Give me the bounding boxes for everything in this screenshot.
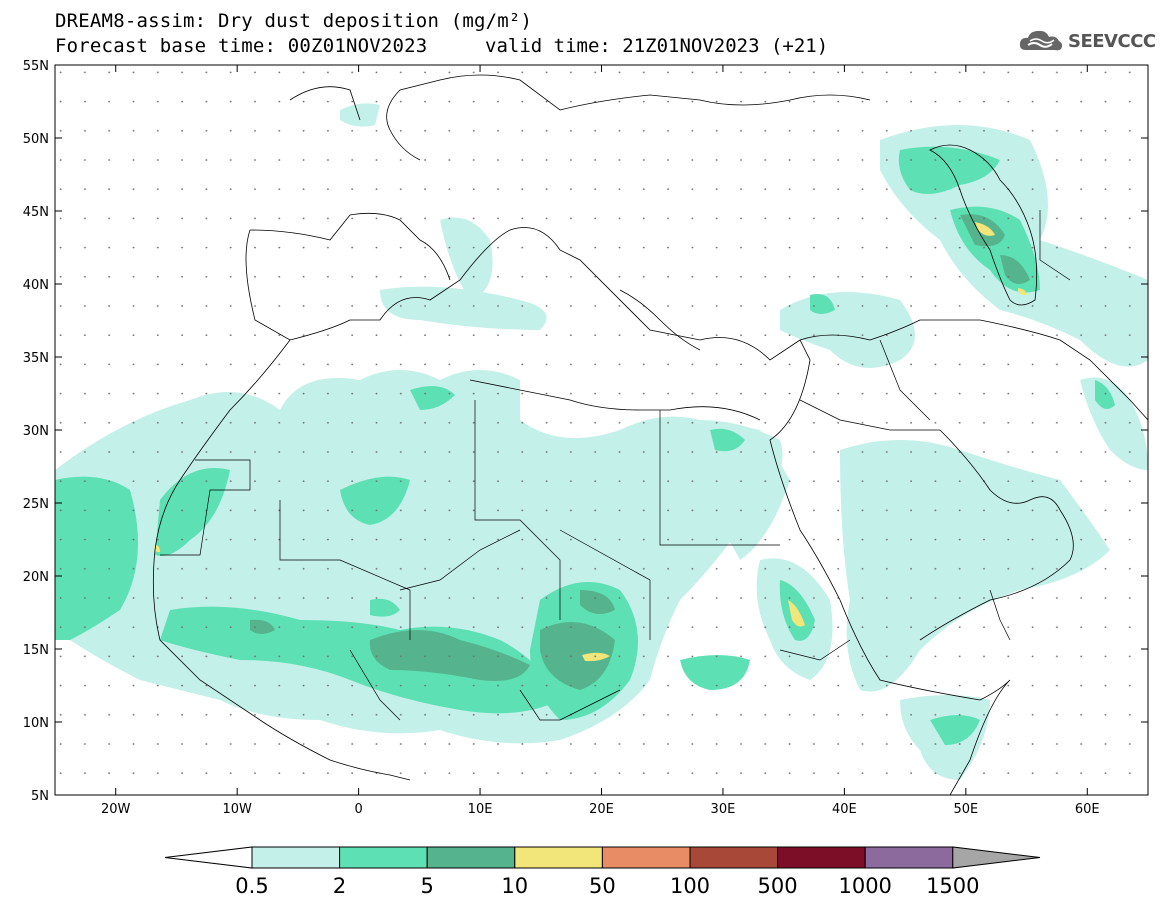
legend-color-box <box>426 846 516 869</box>
seevccc-logo: SEEVCCC <box>1018 28 1156 54</box>
lon-tick-label: 0 <box>354 802 362 817</box>
legend-high-arrow <box>952 846 1041 869</box>
forecast-base-time: Forecast base time: 00Z01NOV2023 <box>55 35 428 57</box>
legend-low-arrow <box>164 846 253 869</box>
longitude-axis: 20W 10W 0 10E 20E 30E 40E 50E 60E <box>101 65 1100 817</box>
lat-tick-label: 25N <box>23 497 49 512</box>
lon-tick-label: 40E <box>832 802 857 817</box>
legend-label: 1000 <box>838 874 891 898</box>
lon-tick-label: 10W <box>222 802 252 817</box>
legend-color-box <box>777 846 866 869</box>
lat-tick-label: 50N <box>23 132 49 147</box>
legend-color-box <box>339 846 428 869</box>
legend-color-box <box>514 846 603 869</box>
legend-label: 2 <box>333 874 346 898</box>
dot-grid <box>55 65 1148 795</box>
legend-label: 100 <box>670 874 710 898</box>
lat-tick-label: 5N <box>31 789 49 804</box>
lat-tick-label: 45N <box>23 205 49 220</box>
lat-tick-label: 10N <box>23 716 49 731</box>
lon-tick-label: 20W <box>101 802 131 817</box>
lat-tick-label: 15N <box>23 643 49 658</box>
cloud-icon <box>1019 30 1063 51</box>
legend-color-box <box>864 846 954 869</box>
lon-tick-label: 30E <box>711 802 736 817</box>
lon-tick-label: 10E <box>468 802 493 817</box>
lat-tick-label: 30N <box>23 424 49 439</box>
legend-color-box <box>251 846 341 869</box>
legend-label: 1500 <box>926 874 979 898</box>
valid-time: valid time: 21Z01NOV2023 (+21) <box>485 35 829 57</box>
latitude-axis: 55N 50N 45N 40N 35N 30N 25N 20N 15N 10N 5N <box>23 59 1148 804</box>
legend-color-box <box>601 846 691 869</box>
lat-tick-label: 20N <box>23 570 49 585</box>
lat-tick-label: 55N <box>23 59 49 74</box>
legend-label: 500 <box>758 874 798 898</box>
lon-tick-label: 20E <box>589 802 614 817</box>
country-borders <box>160 210 1071 721</box>
lon-tick-label: 50E <box>953 802 978 817</box>
coastlines <box>152 74 1148 795</box>
legend-label: 50 <box>589 874 616 898</box>
lat-tick-label: 40N <box>23 278 49 293</box>
lat-tick-label: 35N <box>23 351 49 366</box>
legend-label: 0.5 <box>235 874 268 898</box>
lon-tick-label: 60E <box>1075 802 1100 817</box>
map-title: DREAM8-assim: Dry dust deposition (mg/m²… <box>55 10 533 32</box>
logo-text: SEEVCCC <box>1068 30 1156 52</box>
color-legend: 0.5 2 5 10 50 100 500 1000 1500 <box>164 846 1041 898</box>
legend-label: 10 <box>501 874 528 898</box>
legend-color-box <box>689 846 779 869</box>
legend-label: 5 <box>421 874 434 898</box>
